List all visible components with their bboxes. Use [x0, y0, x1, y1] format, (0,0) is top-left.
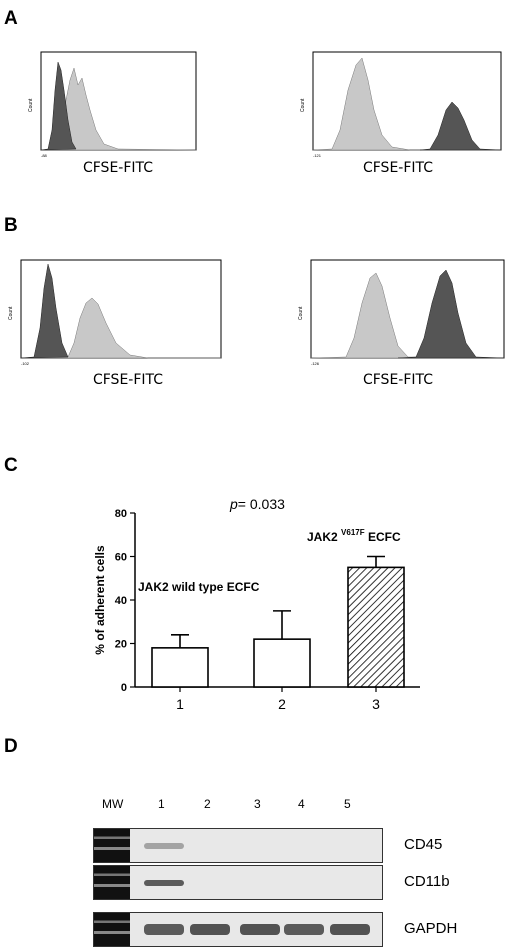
gel-row	[93, 828, 383, 863]
histogram-b-left: Count -102	[8, 259, 222, 366]
hist-dark-peak	[20, 263, 69, 359]
hist-light-peak	[310, 272, 505, 359]
p-value: = 0.033	[238, 496, 285, 512]
mw-ladder-band	[94, 829, 130, 862]
hist-dark-peak	[40, 61, 77, 151]
panel-d-label: D	[4, 736, 18, 757]
hist-y-label: Count	[298, 306, 304, 320]
gel-row	[93, 865, 383, 900]
bar	[347, 566, 405, 688]
gel-row	[93, 912, 383, 947]
p-value-annotation: p= 0.033	[229, 496, 285, 512]
y-tick-label: 60	[115, 552, 127, 564]
hist-x-min: -88	[41, 153, 48, 158]
hist-x-min: -126	[311, 361, 320, 366]
hist-x-min: -102	[21, 361, 30, 366]
gel-band	[190, 924, 230, 935]
y-tick-label: 40	[115, 595, 127, 607]
gene-label: CD11b	[404, 873, 450, 890]
x-tick-label: 2	[278, 696, 286, 712]
mw-ladder-band	[94, 913, 130, 946]
gel-band	[240, 924, 280, 935]
mutant-gene: JAK2	[307, 530, 338, 544]
hist-y-label: Count	[8, 306, 14, 320]
histogram-a-right: Count -121	[300, 51, 502, 158]
x-tick-label: 3	[372, 696, 380, 712]
y-tick-label: 20	[115, 639, 127, 651]
bar	[151, 647, 209, 688]
p-symbol: p	[229, 496, 238, 512]
panel-b-label: B	[4, 215, 18, 236]
histogram-b-right: Count -126	[298, 259, 505, 366]
bar-chart: % of adherent cells 0 20 40 60 80 1 2 3 p= 0.03…	[93, 496, 420, 712]
hist-light-peak	[20, 297, 221, 359]
hist-y-label: Count	[300, 98, 306, 112]
hist-x-min: -121	[313, 153, 322, 158]
hist-dark-peak	[397, 269, 505, 359]
y-tick-label: 80	[115, 508, 127, 520]
panel-c-label: C	[4, 455, 18, 476]
x-axis-label: CFSE-FITC	[82, 160, 154, 176]
mw-ladder-band	[94, 866, 130, 899]
gel-band	[330, 924, 370, 935]
lane-label: 2	[204, 797, 211, 811]
lane-label: MW	[102, 797, 124, 811]
gene-label: CD45	[404, 836, 443, 853]
gel-band	[144, 879, 184, 886]
y-tick-label: 0	[121, 682, 127, 694]
mutant-superscript: V617F	[341, 528, 365, 537]
hist-y-label: Count	[28, 98, 34, 112]
gel-band	[284, 924, 324, 935]
gel-band	[144, 924, 184, 935]
gene-label: GAPDH	[404, 920, 458, 937]
x-axis-label: CFSE-FITC	[362, 372, 434, 388]
histogram-a-left: Count -88	[28, 51, 197, 158]
lane-label: 1	[158, 797, 165, 811]
mutant-annotation: JAK2 V617F ECFC	[307, 524, 401, 544]
lane-label: 3	[254, 797, 261, 811]
x-axis-label: CFSE-FITC	[362, 160, 434, 176]
hist-light-peak	[312, 57, 501, 151]
mutant-tail: ECFC	[368, 530, 401, 544]
lane-label: 5	[344, 797, 351, 811]
wild-type-annotation: JAK2 wild type ECFC	[138, 580, 260, 594]
x-axis-label: CFSE-FITC	[92, 372, 164, 388]
gel-band	[144, 842, 184, 849]
hist-dark-peak	[419, 101, 502, 151]
panel-a-label: A	[4, 8, 18, 29]
y-axis-label: % of adherent cells	[93, 545, 107, 655]
lane-label: 4	[298, 797, 305, 811]
bar	[253, 638, 311, 688]
x-tick-label: 1	[176, 696, 184, 712]
